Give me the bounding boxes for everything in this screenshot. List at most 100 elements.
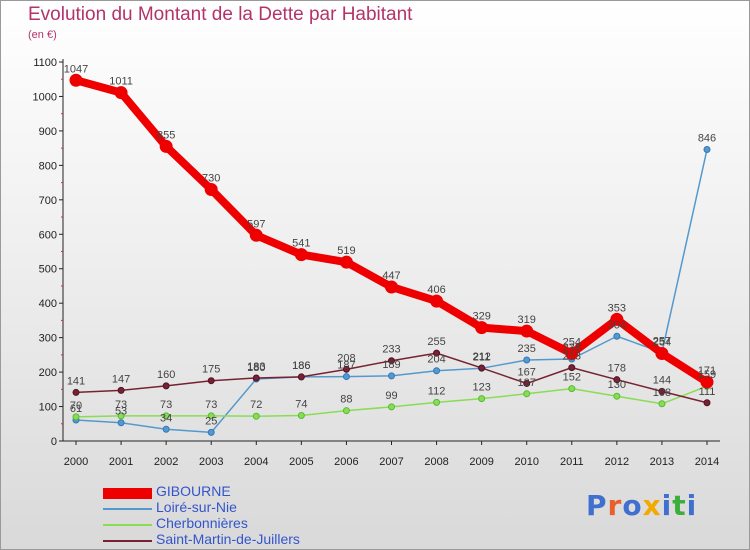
data-label: 189 (382, 359, 400, 371)
data-label: 186 (292, 360, 310, 372)
proxiti-logo: Proxiti (586, 489, 697, 522)
data-label: 25 (205, 415, 217, 427)
data-point (207, 377, 215, 385)
legend-swatch (103, 524, 152, 526)
data-label: 72 (250, 399, 262, 411)
x-tick-label: 2005 (289, 456, 313, 468)
data-label: 406 (427, 284, 445, 296)
data-point (478, 364, 486, 372)
data-point (385, 280, 398, 294)
data-label: 159 (698, 369, 716, 381)
data-point (207, 428, 215, 436)
data-point (114, 86, 128, 100)
data-label: 1047 (64, 63, 88, 75)
data-point (430, 294, 444, 308)
data-point (523, 379, 531, 387)
x-tick-label: 2009 (469, 456, 493, 468)
axes: 0 100 200 300 400 500 600 700 800 900 1000 1100 2000… (33, 57, 720, 468)
x-tick-label: 2007 (379, 456, 403, 468)
legend-label: GIBOURNE (156, 483, 231, 499)
data-point (703, 399, 711, 407)
data-point (568, 385, 576, 393)
data-label: 233 (382, 344, 400, 356)
data-point (433, 349, 441, 357)
data-label: 130 (608, 379, 626, 391)
data-label: 597 (247, 218, 265, 230)
legend-label: Saint-Martin-de-Juillers (156, 531, 300, 547)
legend-swatch (103, 487, 152, 499)
data-label: 73 (160, 399, 172, 411)
x-tick-label: 2001 (109, 456, 133, 468)
data-point (700, 375, 714, 389)
legend-item: Saint-Martin-de-Juillers (103, 531, 353, 549)
x-tick-label: 2006 (334, 456, 358, 468)
data-label: 112 (428, 385, 446, 397)
data-label: 211 (473, 351, 491, 363)
data-label: 144 (653, 374, 671, 386)
legend-label: Loiré-sur-Nie (156, 499, 237, 515)
y-tick-label: 300 (39, 333, 57, 345)
data-point (207, 412, 215, 420)
data-label: 1011 (109, 76, 133, 88)
series-lines (69, 73, 714, 436)
data-point (204, 182, 218, 196)
y-tick-label: 400 (39, 298, 57, 310)
x-tick-label: 2014 (695, 456, 719, 468)
data-point (342, 407, 350, 415)
logo-letter: i (686, 489, 698, 522)
legend-item: Loiré-sur-Nie (103, 499, 353, 517)
data-point (613, 332, 621, 340)
data-label: 541 (292, 238, 310, 250)
data-point (565, 346, 579, 360)
data-label: 254 (563, 336, 581, 348)
logo-letter: i (661, 489, 673, 522)
x-tick-label: 2004 (244, 456, 268, 468)
data-label: 160 (157, 369, 175, 381)
data-label: 152 (563, 372, 581, 384)
data-label: 53 (115, 406, 127, 418)
data-label: 180 (247, 362, 265, 374)
data-point (294, 248, 308, 262)
series-1 (69, 73, 714, 389)
data-point (249, 228, 263, 242)
data-label: 304 (608, 319, 626, 331)
logo-letter: P (586, 489, 608, 522)
data-label: 108 (653, 387, 671, 399)
data-point (610, 312, 624, 326)
x-tick-label: 2000 (64, 456, 88, 468)
x-tick-label: 2002 (154, 456, 178, 468)
data-point (478, 395, 486, 403)
data-label: 186 (292, 360, 310, 372)
data-point (523, 390, 531, 398)
logo-letter: t (672, 489, 687, 522)
y-tick-label: 0 (51, 436, 57, 448)
data-label: 447 (382, 270, 400, 282)
data-point (72, 413, 80, 421)
logo-letter: o (622, 489, 643, 522)
y-tick-label: 900 (39, 126, 57, 138)
data-point (658, 400, 666, 408)
data-label: 204 (427, 354, 445, 366)
data-label: 213 (563, 351, 581, 363)
data-point (342, 365, 350, 373)
data-point (703, 146, 711, 154)
data-point (520, 324, 534, 338)
y-tick-label: 600 (39, 229, 57, 241)
y-tick-label: 700 (39, 195, 57, 207)
data-point (568, 364, 576, 372)
data-point (297, 373, 305, 381)
data-label: 147 (112, 373, 130, 385)
data-point (117, 386, 125, 394)
x-tick-label: 2012 (605, 456, 629, 468)
data-point (69, 73, 83, 87)
data-label: 235 (518, 343, 536, 355)
x-tick-label: 2008 (424, 456, 448, 468)
legend-item: GIBOURNE (103, 483, 353, 501)
data-label: 212 (472, 351, 490, 363)
data-label: 730 (202, 172, 220, 184)
data-label: 73 (205, 399, 217, 411)
data-point (613, 376, 621, 384)
series-line (74, 76, 710, 386)
chart-unit-label: (en €) (28, 29, 57, 41)
data-point (388, 357, 395, 365)
